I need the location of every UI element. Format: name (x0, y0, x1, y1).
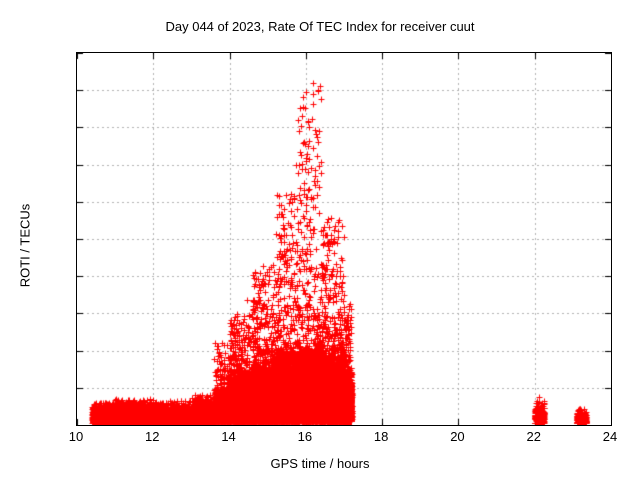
x-tick-label: 22 (526, 429, 541, 444)
scatter-series-layer (77, 53, 611, 425)
x-tick-label: 14 (221, 429, 236, 444)
x-tick-label: 20 (450, 429, 465, 444)
gridlines-layer (77, 53, 611, 425)
x-tick-label: 10 (68, 429, 84, 444)
axis-ticks-layer (77, 53, 611, 425)
x-tick-label: 16 (297, 429, 313, 444)
x-tick-label: 24 (602, 429, 618, 444)
x-tick-label: 12 (145, 429, 160, 444)
x-axis-title: GPS time / hours (270, 456, 370, 471)
y-axis-title: ROTI / TECUs (17, 203, 33, 288)
plot-area (76, 52, 612, 426)
x-tick-label: 18 (373, 429, 389, 444)
chart-title: Day 044 of 2023, Rate Of TEC Index for r… (165, 19, 475, 34)
